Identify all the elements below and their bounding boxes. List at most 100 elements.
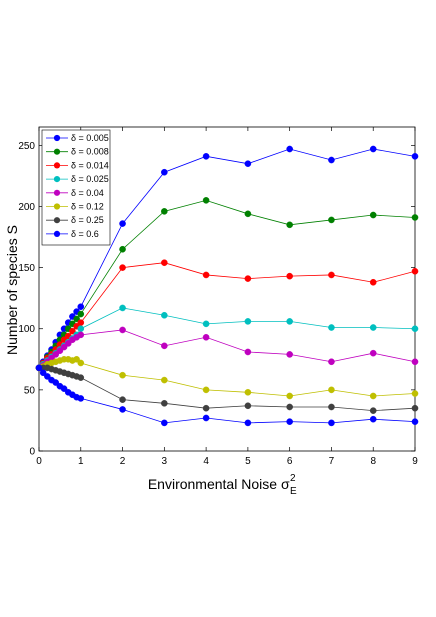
x-axis-label-subscript: E [290,486,297,497]
data-point [119,245,126,253]
data-point [286,351,293,358]
data-point [77,325,85,333]
legend-marker [53,162,61,169]
data-point [328,216,335,224]
y-tick-label: 0 [29,447,35,458]
data-point [161,342,168,350]
data-point [73,356,80,363]
legend-label: δ = 0.12 [71,202,104,212]
x-tick-label: 1 [78,456,84,467]
y-tick-label: 100 [18,324,35,335]
data-point [244,419,252,427]
y-tick-label: 200 [18,202,35,213]
data-point [202,271,210,279]
data-point [328,358,335,366]
data-point [60,343,68,351]
data-point [119,371,126,379]
series-line [38,367,416,424]
plot-frame [38,126,416,452]
legend-box [41,129,111,246]
data-point [328,324,335,331]
legend-entry: δ = 0.025 [46,174,109,184]
data-point [119,264,126,271]
series-3 [35,259,419,372]
data-point [77,374,85,381]
data-point [286,318,293,325]
series-7 [35,364,419,414]
data-point [244,389,252,396]
data-point [52,351,60,358]
x-tick-label: 2 [120,456,126,467]
legend-label: δ = 0.025 [71,174,109,184]
data-point [64,340,72,347]
data-point [77,395,85,402]
data-point [369,278,377,286]
series-line [39,367,416,412]
data-point [35,364,43,372]
data-point [411,418,419,425]
data-point [119,406,126,413]
data-point [52,379,60,386]
legend-label: δ = 0.005 [71,133,109,143]
data-point [328,156,335,164]
x-tick-label: 8 [370,456,376,467]
data-point [286,145,293,153]
data-point [161,400,168,407]
y-axis-label: Number of species S [4,225,20,355]
data-point [202,333,210,341]
data-point [328,403,335,411]
x-tick-label: 9 [412,456,418,467]
data-point [44,373,51,380]
x-tick-label: 0 [36,456,42,467]
data-point [69,327,76,335]
series-4 [35,304,419,372]
data-point [244,160,252,167]
data-point [60,385,68,392]
data-point [202,414,210,422]
x-tick-label: 6 [287,456,293,467]
data-point [369,211,377,219]
y-tick-label: 150 [18,263,35,274]
legend-marker [53,217,61,224]
legend-marker [53,189,61,196]
data-point [411,404,419,412]
data-point [328,271,335,279]
series-5 [35,326,419,372]
data-point [202,153,210,160]
data-point [244,210,252,218]
data-point [369,407,377,414]
legend: δ = 0.005 δ = 0.008 δ = 0.014 δ = 0.025 δ = … [41,129,111,246]
x-tick-label: 5 [245,456,251,467]
data-point [369,145,377,153]
data-point [161,208,168,215]
x-tick-label: 4 [203,456,209,467]
legend-marker [53,148,61,155]
data-point [77,319,85,326]
data-point [369,415,377,423]
data-point [202,197,210,204]
series-8 [35,364,419,427]
data-point [202,386,210,394]
legend-marker [53,134,61,142]
data-point [161,376,168,384]
legend-entry: δ = 0.008 [46,147,109,157]
x-tick-label: 3 [162,456,168,467]
data-point [369,349,377,357]
data-point [161,311,168,319]
data-point [286,221,293,229]
data-point [244,275,252,282]
x-axis-label: Environmental Noise [148,476,277,492]
data-point [202,320,210,328]
data-point [119,220,126,227]
data-point [77,331,85,339]
data-point [119,304,126,312]
data-point [119,326,126,334]
data-point [328,419,335,427]
data-point [244,318,252,325]
data-point [286,272,293,280]
data-point [161,259,168,267]
y-tick-label: 250 [18,141,35,152]
series-6 [35,356,419,400]
series-line [38,358,416,397]
data-point [119,396,126,403]
